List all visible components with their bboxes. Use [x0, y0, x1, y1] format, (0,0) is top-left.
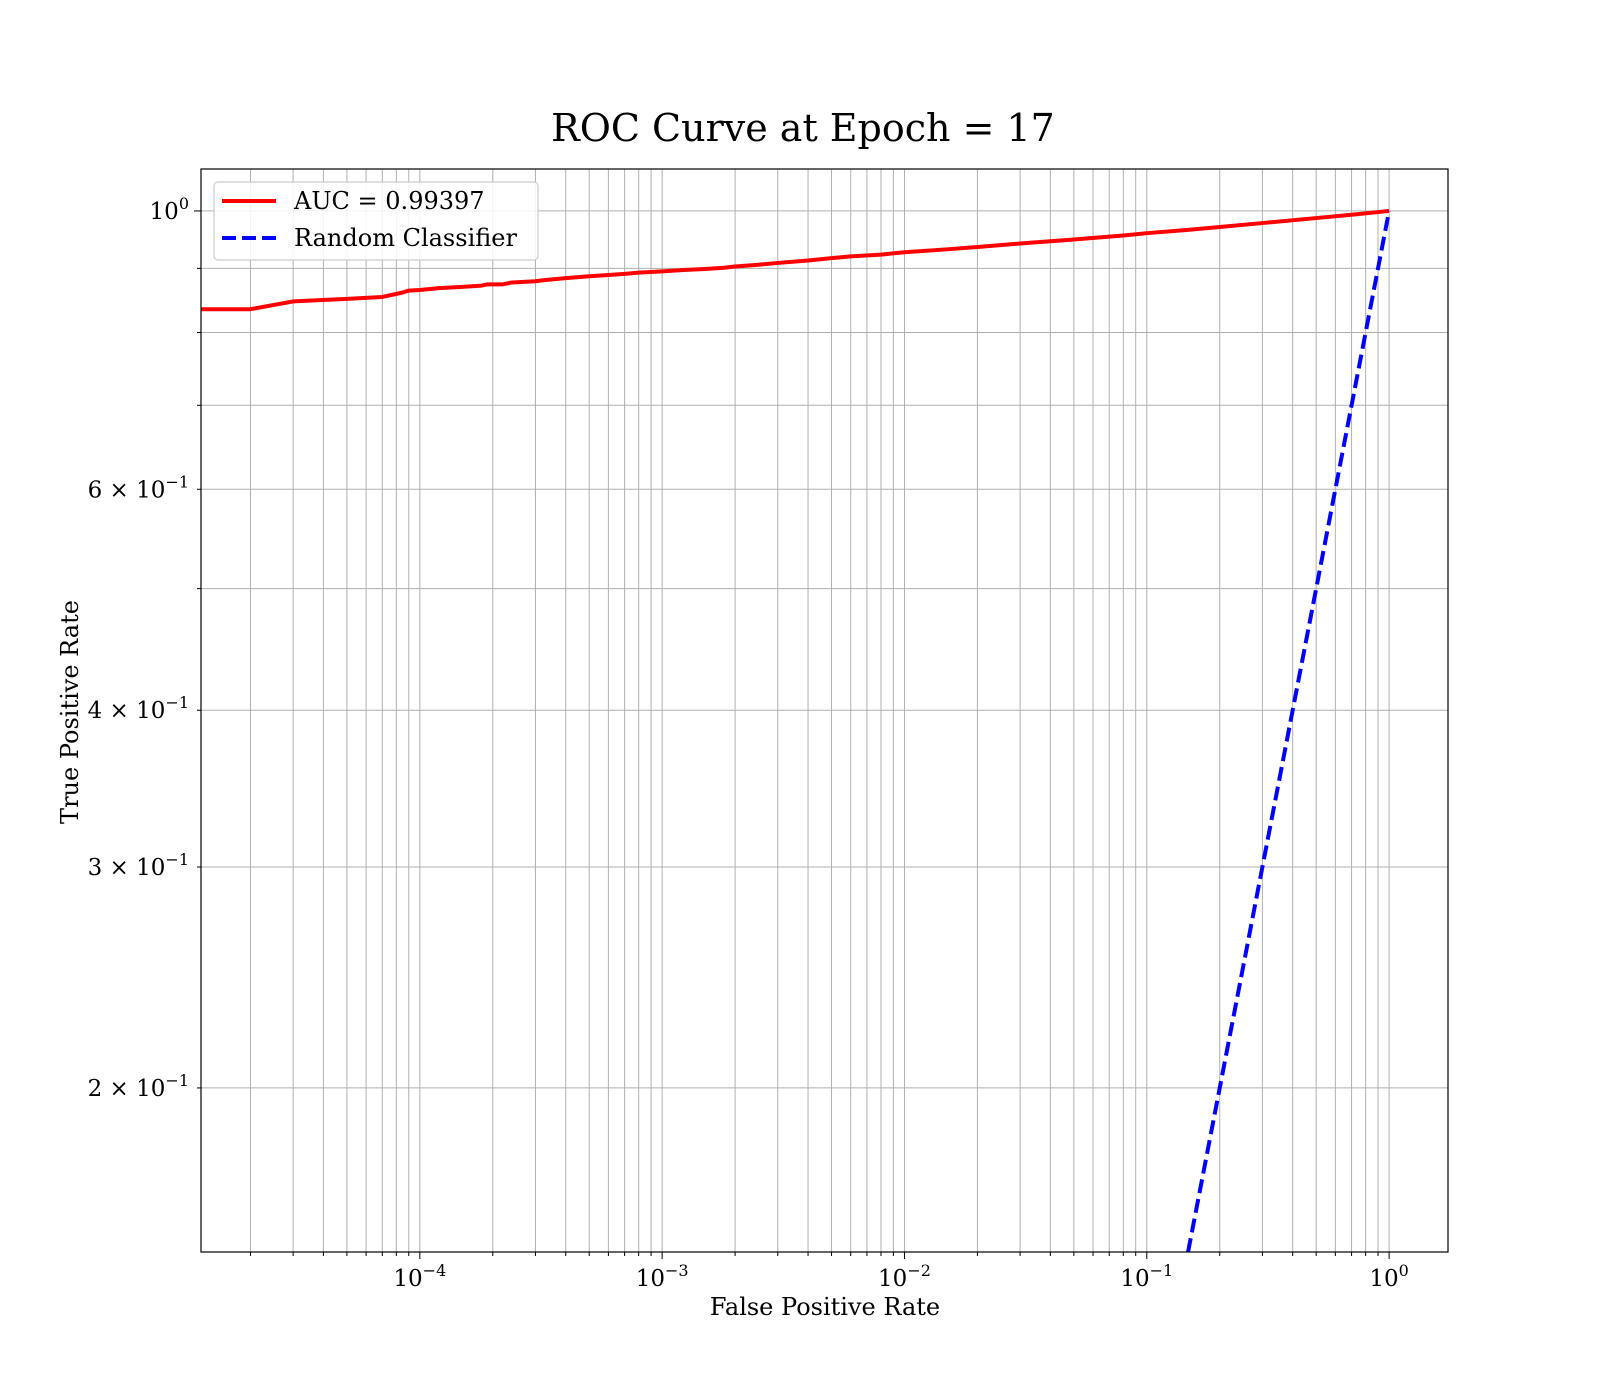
- series-line-0: [201, 208, 1390, 312]
- x-tick-label: 10−2: [878, 1261, 931, 1292]
- series-group: [201, 208, 1392, 1252]
- y-tick-label: 3 × 10−1: [88, 850, 189, 881]
- legend-box: [213, 181, 539, 261]
- y-tick-label: 6 × 10−1: [88, 472, 189, 503]
- legend-label-0: AUC = 0.99397: [293, 187, 485, 215]
- legend-label-1: Random Classifier: [294, 224, 517, 252]
- x-tick-label: 10−1: [1120, 1261, 1173, 1292]
- grid-lines: [201, 169, 1448, 1252]
- y-tick-label: 100: [150, 194, 189, 225]
- series-line-1: [1186, 210, 1392, 1252]
- x-tick-label: 10−3: [636, 1261, 689, 1292]
- chart-title: ROC Curve at Epoch = 17: [551, 106, 1055, 150]
- legend: AUC = 0.99397 Random Classifier: [213, 181, 539, 261]
- y-tick-label: 4 × 10−1: [88, 693, 189, 724]
- x-axis-label: False Positive Rate: [710, 1293, 940, 1321]
- y-tick-label: 2 × 10−1: [88, 1071, 189, 1102]
- series-layer: [201, 208, 1392, 1252]
- y-axis-label: True Positive Rate: [56, 600, 84, 824]
- x-tick-label: 100: [1369, 1261, 1408, 1292]
- ticks: [194, 210, 1390, 1259]
- x-tick-label: 10−4: [393, 1261, 446, 1292]
- tick-labels: 10−4 10−3 10−2 10−1 100 100 6 × 10−1 4 × 10−1 3 …: [88, 194, 1409, 1292]
